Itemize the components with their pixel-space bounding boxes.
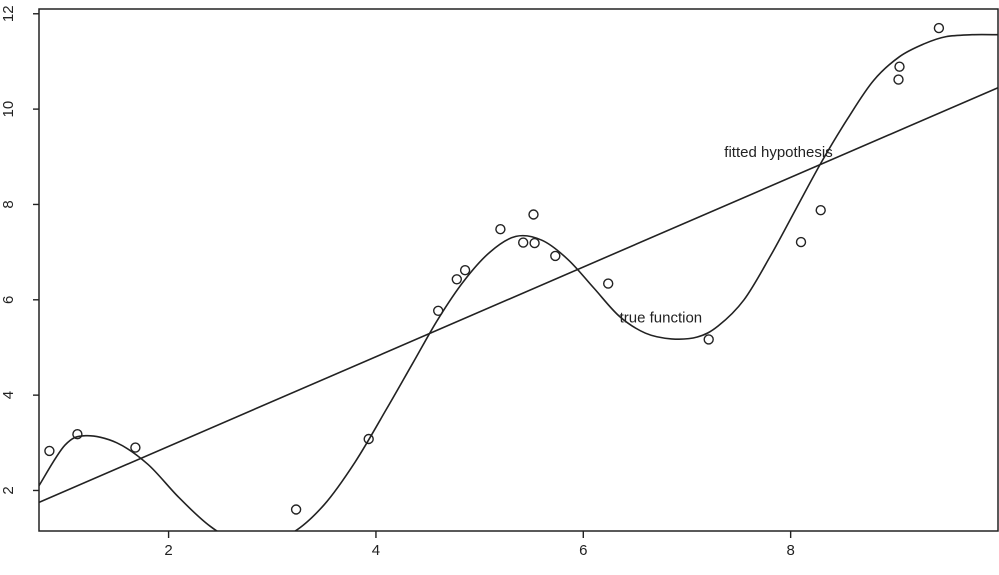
true-function-curve: [39, 33, 998, 531]
y-axis: 2 4 6 8 10 12: [0, 5, 39, 495]
data-point: [459, 265, 471, 276]
y-tick-label: 12: [0, 5, 17, 22]
y-tick-label: 6: [0, 296, 17, 304]
y-tick-label: 4: [0, 391, 17, 399]
data-point: [290, 504, 302, 515]
x-tick-label: 6: [579, 542, 587, 559]
x-tick-label: 2: [164, 542, 172, 559]
data-point: [933, 22, 945, 34]
data-point: [433, 305, 444, 316]
y-tick-label: 8: [0, 200, 17, 208]
data-point: [363, 433, 374, 445]
data-point: [795, 236, 807, 248]
data-point: [894, 61, 905, 72]
data-point: [130, 442, 141, 453]
x-tick-label: 4: [372, 542, 380, 559]
data-point: [603, 278, 614, 289]
x-axis: 2 4 6 8: [164, 531, 795, 559]
data-point: [528, 209, 539, 220]
data-point: [495, 223, 506, 235]
fitted-hypothesis-label: fitted hypothesis: [724, 144, 832, 161]
data-points: [44, 22, 945, 515]
x-tick-label: 8: [786, 542, 794, 559]
true-function-label: true function: [620, 310, 703, 327]
data-point: [44, 445, 55, 457]
data-point: [815, 204, 826, 216]
fitted-hypothesis-line: [39, 86, 998, 504]
y-tick-label: 10: [0, 101, 17, 118]
data-point: [893, 74, 904, 85]
data-point: [703, 334, 714, 345]
data-point: [72, 429, 83, 440]
data-point: [550, 250, 561, 262]
plot-frame: [38, 8, 999, 532]
data-point: [518, 237, 529, 248]
y-tick-label: 2: [0, 486, 17, 494]
data-point: [451, 274, 462, 285]
data-point: [529, 237, 540, 249]
